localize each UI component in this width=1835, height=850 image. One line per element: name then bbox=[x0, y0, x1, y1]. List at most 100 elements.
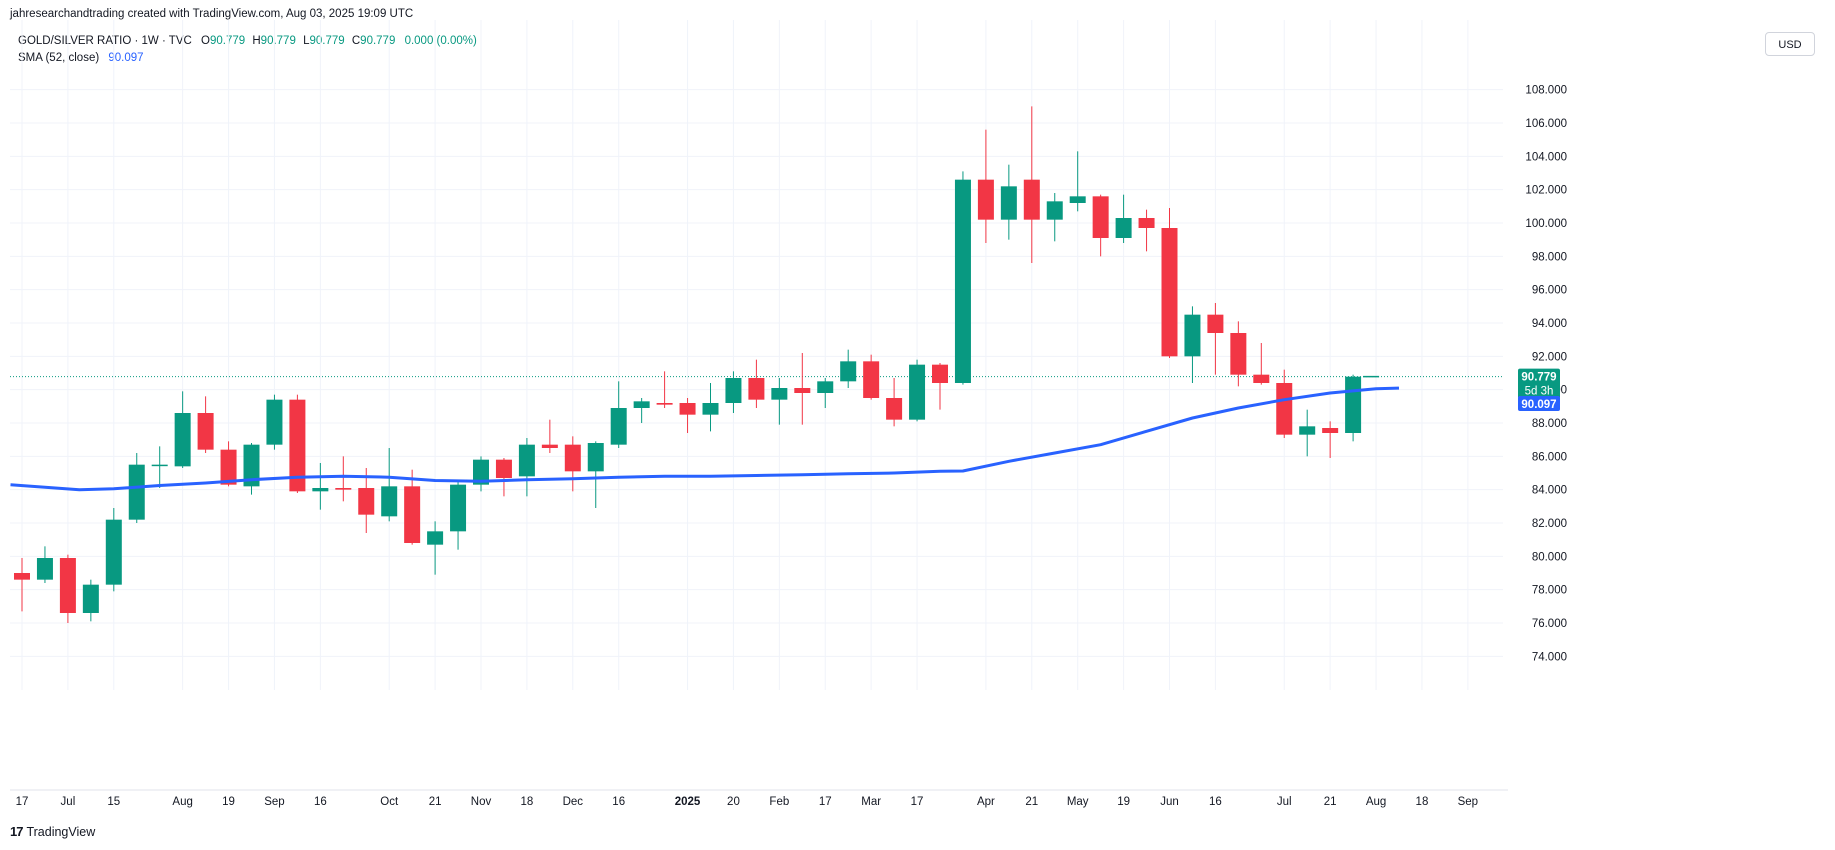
candle-body bbox=[473, 459, 489, 485]
candle bbox=[381, 448, 398, 522]
currency-button[interactable]: USD bbox=[1765, 32, 1815, 56]
candle bbox=[473, 456, 489, 492]
candle bbox=[725, 371, 742, 413]
change-value: 0.000 (0.00%) bbox=[404, 35, 477, 47]
candle-body bbox=[243, 444, 260, 487]
x-tick-label: Apr bbox=[977, 796, 995, 808]
candle bbox=[335, 456, 352, 502]
candle bbox=[1115, 194, 1132, 243]
close-label: C bbox=[351, 35, 361, 47]
time-axis[interactable]: 17 Jul 15 Aug 19 Sep 16 Oct 21 Nov 18 Dec 16 2025 20 Fe… bbox=[10, 789, 1508, 808]
sma-price-label: 90.097 bbox=[1521, 399, 1556, 411]
candle bbox=[817, 378, 834, 408]
candle bbox=[863, 354, 880, 400]
y-tick-label: 98.000 bbox=[1532, 251, 1567, 263]
tradingview-logo-icon: 17 bbox=[10, 824, 24, 839]
candle-body bbox=[1299, 426, 1316, 435]
candle-body bbox=[840, 361, 857, 382]
candle-body bbox=[817, 381, 834, 393]
candle bbox=[1069, 151, 1086, 212]
candle bbox=[1138, 209, 1155, 252]
tradingview-logo[interactable]: 17 TradingView bbox=[10, 824, 95, 839]
candle-body bbox=[954, 179, 971, 383]
y-tick-label: 108.000 bbox=[1525, 85, 1567, 97]
candle-body bbox=[1230, 333, 1247, 375]
x-tick-label: Dec bbox=[563, 796, 584, 808]
candle bbox=[174, 391, 191, 468]
x-tick-label: 17 bbox=[16, 796, 29, 808]
last-price-badge: 90.779 5d 3h bbox=[1518, 368, 1560, 399]
candle bbox=[1046, 193, 1063, 242]
candle bbox=[1345, 374, 1362, 442]
candle bbox=[518, 438, 535, 497]
candle-body bbox=[1138, 218, 1155, 228]
candle bbox=[954, 171, 971, 385]
x-tick-label: Sep bbox=[1458, 796, 1478, 808]
x-tick-label: Jul bbox=[61, 796, 76, 808]
candle bbox=[358, 468, 375, 533]
candle bbox=[977, 129, 994, 243]
candle bbox=[427, 521, 444, 575]
candle-body bbox=[1184, 314, 1201, 357]
candle-body bbox=[748, 378, 765, 400]
x-tick-label: 19 bbox=[222, 796, 235, 808]
candle bbox=[771, 378, 788, 425]
candle bbox=[197, 396, 214, 453]
x-tick-label: 17 bbox=[819, 796, 832, 808]
candle bbox=[1253, 343, 1270, 385]
candle-body bbox=[564, 444, 581, 472]
candle-body bbox=[1000, 186, 1017, 220]
candle-body bbox=[863, 361, 880, 398]
candle-body bbox=[381, 486, 398, 517]
candle-body bbox=[794, 388, 811, 393]
candle bbox=[1161, 208, 1178, 358]
candle bbox=[59, 554, 76, 623]
candle bbox=[495, 458, 512, 497]
candle-body bbox=[518, 444, 535, 477]
candle-body bbox=[1322, 428, 1339, 433]
sma-polyline bbox=[10, 386, 1400, 492]
candle bbox=[794, 353, 811, 425]
candle-body bbox=[105, 519, 122, 585]
candle bbox=[656, 371, 673, 408]
x-tick-label: Mar bbox=[861, 796, 881, 808]
symbol-name[interactable]: GOLD/SILVER RATIO · 1W · TVC bbox=[18, 35, 192, 47]
x-tick-label: 19 bbox=[1117, 796, 1130, 808]
candle-body bbox=[1207, 314, 1224, 333]
symbol-legend: GOLD/SILVER RATIO · 1W · TVC O90.779 H90… bbox=[18, 35, 477, 47]
y-tick-label: 76.000 bbox=[1532, 618, 1567, 630]
candle-body bbox=[886, 398, 903, 420]
candle-body bbox=[174, 413, 191, 467]
candle-body bbox=[932, 364, 948, 383]
candle-body bbox=[1345, 376, 1362, 433]
candle-body bbox=[82, 584, 99, 613]
sma-line bbox=[10, 386, 1400, 492]
indicator-legend: SMA (52, close) 90.097 bbox=[18, 52, 144, 64]
price-axis[interactable]: 74.000 76.000 78.000 80.000 82.000 84.000 86.0… bbox=[1525, 85, 1567, 664]
candle-body bbox=[771, 388, 788, 400]
candle-body bbox=[289, 399, 306, 492]
candle-body bbox=[335, 488, 352, 490]
candle bbox=[1207, 303, 1224, 375]
x-tick-label: Aug bbox=[1366, 796, 1386, 808]
tradingview-brand: TradingView bbox=[26, 824, 96, 839]
candle bbox=[105, 508, 122, 592]
candle-body bbox=[450, 484, 467, 532]
x-tick-label: Oct bbox=[380, 796, 399, 808]
chart-caption: jahresearchandtrading created with Tradi… bbox=[10, 8, 414, 20]
candle-body bbox=[679, 403, 696, 415]
high-label: H bbox=[252, 35, 261, 47]
candle bbox=[220, 441, 237, 487]
sma-value: 90.097 bbox=[108, 52, 144, 64]
candle bbox=[932, 363, 948, 410]
candle-body bbox=[358, 488, 375, 515]
sma-label[interactable]: SMA (52, close) bbox=[18, 52, 100, 64]
x-tick-label: 18 bbox=[521, 796, 534, 808]
x-tick-label: 18 bbox=[1416, 796, 1429, 808]
open-label: O bbox=[201, 35, 210, 47]
candle bbox=[1299, 409, 1316, 457]
candle-body bbox=[1069, 196, 1086, 203]
y-tick-label: 86.000 bbox=[1532, 451, 1567, 463]
